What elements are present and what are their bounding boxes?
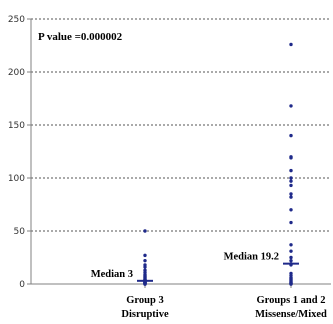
p-value-annotation: P value =0.000002	[38, 31, 123, 43]
y-tick-label: 0	[19, 280, 25, 290]
data-point	[289, 183, 293, 188]
data-point	[143, 265, 147, 269]
y-tick-label: 250	[8, 15, 25, 25]
median-markers: Median 3 Median 19.2	[91, 252, 299, 282]
y-tick-label: 200	[8, 68, 25, 78]
data-point	[289, 104, 293, 108]
category-labels: Group 3 Disruptive Groups 1 and 2 Missense/…	[121, 295, 327, 320]
grid-lines	[31, 18, 331, 232]
data-point	[289, 249, 293, 253]
data-point	[143, 229, 147, 233]
data-point	[289, 282, 293, 286]
y-tick-label: 150	[8, 121, 25, 131]
median-label: Median 3	[91, 269, 133, 280]
median-label: Median 19.2	[224, 252, 279, 263]
data-point	[289, 133, 293, 138]
data-point	[289, 220, 293, 225]
data-point	[289, 208, 293, 212]
y-tick-label: 100	[8, 174, 25, 184]
data-point	[289, 168, 293, 173]
data-point	[289, 179, 293, 183]
data-point	[289, 192, 293, 196]
data-point	[143, 258, 147, 263]
data-point	[289, 243, 293, 247]
data-point	[289, 42, 293, 47]
data-point	[143, 282, 147, 286]
y-axis-ticks: 0 50 100 150 200 250	[8, 15, 292, 290]
data-point	[143, 253, 147, 258]
data-point	[289, 156, 293, 160]
data-point	[289, 176, 293, 180]
data-points	[143, 42, 293, 286]
data-point	[289, 258, 293, 263]
category-label-line1: Group 3	[126, 295, 163, 306]
data-point	[289, 195, 293, 199]
y-tick-label: 50	[14, 227, 26, 237]
category-label-line2: Missense/Mixed	[255, 309, 327, 320]
category-label-line1: Groups 1 and 2	[257, 295, 326, 306]
data-point	[289, 255, 293, 260]
category-label-line2: Disruptive	[121, 309, 169, 320]
